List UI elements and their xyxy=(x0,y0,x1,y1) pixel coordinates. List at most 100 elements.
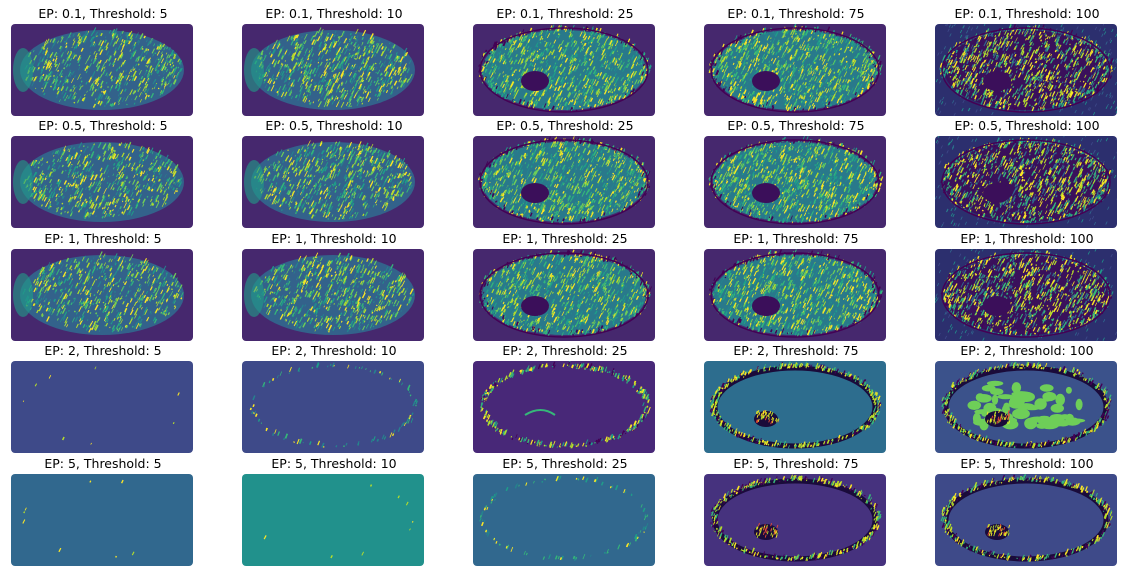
panel-title: EP: 1, Threshold: 75 xyxy=(733,231,859,246)
heatmap-image xyxy=(11,474,193,566)
panel-cell: EP: 0.5, Threshold: 75 xyxy=(704,117,888,228)
heatmap-image xyxy=(11,24,193,116)
heatmap-image xyxy=(935,361,1117,453)
heatmap-mark xyxy=(11,474,193,566)
heatmap-mark xyxy=(242,136,424,228)
panel-title: EP: 0.5, Threshold: 75 xyxy=(727,118,865,133)
panel-cell: EP: 2, Threshold: 5 xyxy=(11,342,195,453)
panel-cell: EP: 2, Threshold: 10 xyxy=(242,342,426,453)
heatmap-image xyxy=(242,24,424,116)
panel-cell: EP: 0.1, Threshold: 75 xyxy=(704,5,888,116)
panel-title: EP: 2, Threshold: 10 xyxy=(271,343,397,358)
panel-cell: EP: 1, Threshold: 75 xyxy=(704,230,888,341)
heatmap-mark xyxy=(935,136,1117,228)
heatmap-mark xyxy=(704,136,886,228)
heatmap-image xyxy=(704,24,886,116)
heatmap-image xyxy=(704,136,886,228)
panel-cell: EP: 0.5, Threshold: 25 xyxy=(473,117,657,228)
heatmap-image xyxy=(473,136,655,228)
heatmap-image xyxy=(704,249,886,341)
heatmap-mark xyxy=(935,474,1117,566)
heatmap-mark xyxy=(242,361,424,453)
panel-title: EP: 1, Threshold: 10 xyxy=(271,231,397,246)
panel-title: EP: 0.5, Threshold: 25 xyxy=(496,118,634,133)
heatmap-mark xyxy=(935,249,1117,341)
heatmap-image xyxy=(242,474,424,566)
panel-title: EP: 1, Threshold: 100 xyxy=(960,231,1094,246)
panel-cell: EP: 5, Threshold: 100 xyxy=(935,455,1119,566)
panel-title: EP: 2, Threshold: 75 xyxy=(733,343,859,358)
heatmap-image xyxy=(11,249,193,341)
panel-title: EP: 1, Threshold: 25 xyxy=(502,231,628,246)
panel-cell: EP: 1, Threshold: 10 xyxy=(242,230,426,341)
heatmap-image xyxy=(11,361,193,453)
panel-title: EP: 5, Threshold: 10 xyxy=(271,456,397,471)
panel-title: EP: 0.5, Threshold: 100 xyxy=(954,118,1100,133)
panel-cell: EP: 5, Threshold: 25 xyxy=(473,455,657,566)
heatmap-mark xyxy=(473,361,655,453)
heatmap-image xyxy=(473,24,655,116)
panel-title: EP: 0.1, Threshold: 75 xyxy=(727,6,865,21)
panel-title: EP: 5, Threshold: 75 xyxy=(733,456,859,471)
panel-title: EP: 5, Threshold: 5 xyxy=(44,456,162,471)
panel-cell: EP: 0.5, Threshold: 10 xyxy=(242,117,426,228)
heatmap-mark xyxy=(11,24,193,116)
heatmap-image xyxy=(935,249,1117,341)
panel-cell: EP: 1, Threshold: 5 xyxy=(11,230,195,341)
heatmap-mark xyxy=(704,361,886,453)
heatmap-mark xyxy=(935,24,1117,116)
panel-cell: EP: 0.5, Threshold: 5 xyxy=(11,117,195,228)
heatmap-mark xyxy=(473,474,655,566)
heatmap-image xyxy=(473,361,655,453)
heatmap-mark xyxy=(11,136,193,228)
heatmap-image xyxy=(473,249,655,341)
panel-title: EP: 0.1, Threshold: 10 xyxy=(265,6,403,21)
heatmap-image xyxy=(242,249,424,341)
panel-title: EP: 0.5, Threshold: 10 xyxy=(265,118,403,133)
panel-cell: EP: 0.1, Threshold: 10 xyxy=(242,5,426,116)
heatmap-image xyxy=(704,474,886,566)
heatmap-mark xyxy=(704,474,886,566)
panel-title: EP: 0.1, Threshold: 5 xyxy=(38,6,168,21)
heatmap-mark xyxy=(704,24,886,116)
heatmap-image xyxy=(11,136,193,228)
panel-cell: EP: 2, Threshold: 75 xyxy=(704,342,888,453)
heatmap-mark xyxy=(242,474,424,566)
panel-title: EP: 0.1, Threshold: 100 xyxy=(954,6,1100,21)
panel-cell: EP: 1, Threshold: 25 xyxy=(473,230,657,341)
heatmap-mark xyxy=(704,249,886,341)
heatmap-image xyxy=(935,474,1117,566)
heatmap-image xyxy=(935,24,1117,116)
panel-title: EP: 0.5, Threshold: 5 xyxy=(38,118,168,133)
panel-cell: EP: 2, Threshold: 100 xyxy=(935,342,1119,453)
panel-cell: EP: 0.1, Threshold: 25 xyxy=(473,5,657,116)
panel-cell: EP: 0.1, Threshold: 5 xyxy=(11,5,195,116)
heatmap-mark xyxy=(11,361,193,453)
heatmap-mark xyxy=(11,249,193,341)
panel-title: EP: 2, Threshold: 100 xyxy=(960,343,1094,358)
panel-title: EP: 2, Threshold: 5 xyxy=(44,343,162,358)
heatmap-image xyxy=(242,136,424,228)
panel-cell: EP: 2, Threshold: 25 xyxy=(473,342,657,453)
panel-title: EP: 1, Threshold: 5 xyxy=(44,231,162,246)
panel-cell: EP: 0.1, Threshold: 100 xyxy=(935,5,1119,116)
heatmap-mark xyxy=(473,24,655,116)
panel-cell: EP: 5, Threshold: 5 xyxy=(11,455,195,566)
panel-cell: EP: 5, Threshold: 75 xyxy=(704,455,888,566)
panel-title: EP: 2, Threshold: 25 xyxy=(502,343,628,358)
panel-title: EP: 5, Threshold: 100 xyxy=(960,456,1094,471)
panel-cell: EP: 1, Threshold: 100 xyxy=(935,230,1119,341)
heatmap-mark xyxy=(935,361,1117,453)
heatmap-image xyxy=(935,136,1117,228)
panel-cell: EP: 5, Threshold: 10 xyxy=(242,455,426,566)
heatmap-mark xyxy=(242,249,424,341)
heatmap-image xyxy=(242,361,424,453)
panel-title: EP: 0.1, Threshold: 25 xyxy=(496,6,634,21)
heatmap-image xyxy=(473,474,655,566)
heatmap-mark xyxy=(242,24,424,116)
heatmap-mark xyxy=(473,136,655,228)
heatmap-image xyxy=(704,361,886,453)
heatmap-mark xyxy=(473,249,655,341)
panel-cell: EP: 0.5, Threshold: 100 xyxy=(935,117,1119,228)
